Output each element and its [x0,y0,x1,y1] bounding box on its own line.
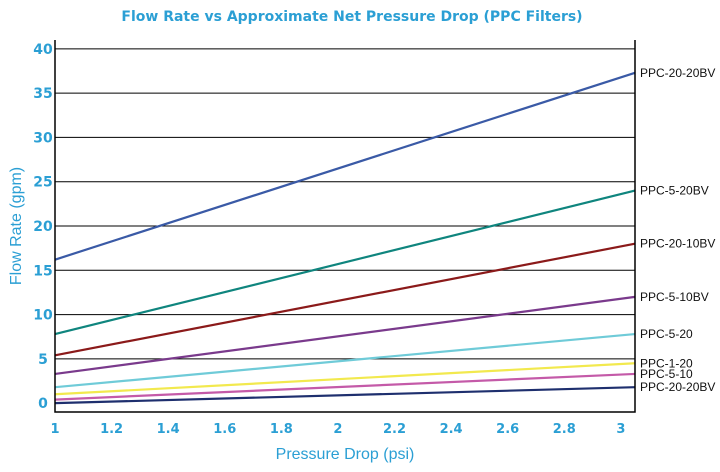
x-tick-label: 1.4 [157,422,180,437]
series-line-ppc-20-20bv [54,386,636,405]
y-tick-label: 40 [33,42,53,58]
x-tick-label: 1.6 [213,422,236,437]
y-tick-label: 35 [33,86,52,102]
x-tick-label: 1.8 [270,422,293,437]
gridlines [55,48,635,360]
series-line-ppc-1-20 [54,362,636,396]
series-line-ppc-5-10 [54,372,636,401]
y-tick-label: 5 [38,352,48,368]
y-tick-label: 25 [33,175,52,191]
x-tick-label: 2 [333,422,342,437]
x-axis-label: Pressure Drop (psi) [276,446,415,463]
y-tick-label: 20 [33,219,53,235]
series-label: PPC-1-20 [640,356,693,370]
plot-frame [54,40,636,413]
series-label: PPC-20-10BV [640,237,715,251]
series-line-ppc-5-20 [54,332,636,389]
x-tick-label: 1 [50,422,59,437]
series-line-ppc-20-10bv [54,242,636,357]
series-lines [54,71,636,405]
chart-title: Flow Rate vs Approximate Net Pressure Dr… [121,9,582,25]
series-label: PPC-20-20BV [640,66,715,80]
y-tick-label: 10 [33,308,53,324]
x-tick-label: 3 [616,422,625,437]
x-tick-label: 2.6 [496,422,519,437]
y-axis-label: Flow Rate (gpm) [8,167,25,285]
x-tick-labels: 1 1.2 1.4 1.6 1.8 2 2.2 2.4 2.6 2.8 3 [50,422,625,437]
series-line-ppc-5-10bv [54,295,636,376]
x-tick-label: 2.4 [440,422,463,437]
series-line-ppc-20-20bv [54,71,636,261]
x-tick-label: 1.2 [100,422,123,437]
series-label: PPC-20-20BV [640,380,715,394]
y-tick-label: 15 [33,263,52,279]
series-label: PPC-5-10BV [640,290,709,304]
y-tick-labels: 0 5 10 15 20 25 30 35 40 [33,42,53,412]
series-labels: PPC-20-20BV PPC-5-20BV PPC-20-10BV PPC-5-10… [640,66,715,394]
y-tick-label: 0 [38,396,48,412]
y-tick-label: 30 [33,130,53,146]
series-label: PPC-5-20 [640,327,693,341]
x-tick-label: 2.2 [383,422,406,437]
series-label: PPC-5-10 [640,367,693,381]
series-label: PPC-5-20BV [640,184,709,198]
x-tick-label: 2.8 [553,422,576,437]
series-line-ppc-5-20bv [54,189,636,336]
